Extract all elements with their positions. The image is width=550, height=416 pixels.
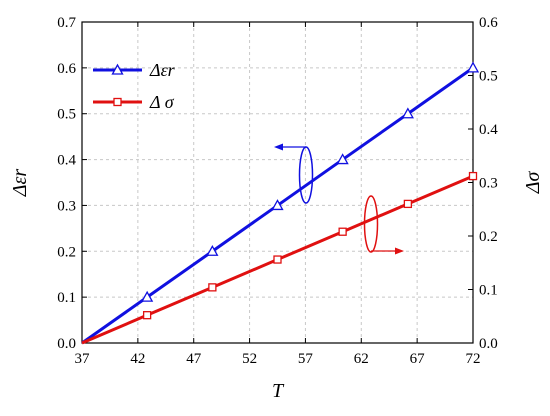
legend-item: Δεr bbox=[93, 60, 176, 80]
x-tick-label: 67 bbox=[410, 351, 426, 367]
y-left-axis-title: Δεr bbox=[9, 169, 31, 198]
y-left-tick-label: 0.3 bbox=[57, 198, 76, 214]
right-axis-indicator-ellipse bbox=[363, 195, 379, 253]
y-right-tick-label: 0.1 bbox=[479, 283, 498, 299]
y-right-tick-label: 0.2 bbox=[479, 229, 498, 245]
series-delta-epsilon bbox=[81, 61, 480, 345]
data-point bbox=[206, 244, 219, 256]
legend-marker bbox=[111, 63, 124, 75]
y-left-tick-label: 0.2 bbox=[57, 244, 76, 260]
x-tick-label: 47 bbox=[186, 351, 202, 367]
y-right-tick-label: 0.5 bbox=[479, 69, 498, 85]
data-point bbox=[401, 107, 414, 119]
y-left-tick-label: 0.5 bbox=[57, 107, 76, 123]
data-point bbox=[208, 283, 217, 292]
x-tick-label: 57 bbox=[298, 351, 314, 367]
legend-item: Δ σ bbox=[93, 92, 175, 112]
y-right-tick-label: 0.4 bbox=[479, 122, 498, 138]
axis-annotations bbox=[274, 143, 404, 255]
legend: Δεr Δ σ bbox=[93, 60, 176, 112]
x-tick-label: 37 bbox=[75, 351, 91, 367]
data-point bbox=[466, 61, 480, 73]
series-delta-sigma bbox=[81, 171, 478, 345]
y-right-tick-label: 0.3 bbox=[479, 176, 498, 192]
left-axis-arrowhead bbox=[274, 143, 283, 151]
x-tick-label: 52 bbox=[242, 351, 257, 367]
data-point bbox=[142, 311, 152, 320]
series-layer bbox=[81, 61, 480, 345]
data-point bbox=[271, 199, 284, 211]
ticks: 37 42 47 52 57 62 67 720.00.10.20.30.40.50.60.7… bbox=[57, 15, 498, 367]
y-left-tick-label: 0.4 bbox=[57, 153, 76, 169]
data-point bbox=[273, 255, 282, 264]
x-tick-label: 62 bbox=[354, 351, 369, 367]
y-right-axis-title: Δσ bbox=[522, 171, 544, 195]
y-left-tick-label: 0.6 bbox=[57, 61, 76, 77]
x-tick-label: 72 bbox=[466, 351, 481, 367]
data-point bbox=[468, 171, 478, 181]
data-point bbox=[336, 153, 349, 165]
legend-marker bbox=[113, 97, 122, 107]
y-left-tick-label: 0.1 bbox=[57, 290, 76, 306]
right-axis-arrowhead bbox=[395, 247, 404, 255]
data-point bbox=[403, 199, 413, 209]
y-right-tick-label: 0.0 bbox=[479, 336, 498, 352]
legend-label: Δ σ bbox=[149, 92, 175, 112]
data-point bbox=[338, 227, 347, 236]
x-tick-label: 42 bbox=[130, 351, 145, 367]
x-axis-title: T bbox=[272, 380, 285, 402]
y-left-tick-label: 0.7 bbox=[57, 15, 76, 31]
left-axis-indicator-ellipse bbox=[298, 146, 314, 204]
data-point bbox=[141, 290, 154, 302]
y-right-tick-label: 0.6 bbox=[479, 15, 498, 31]
legend-label: Δεr bbox=[149, 60, 176, 80]
y-left-tick-label: 0.0 bbox=[57, 336, 76, 352]
